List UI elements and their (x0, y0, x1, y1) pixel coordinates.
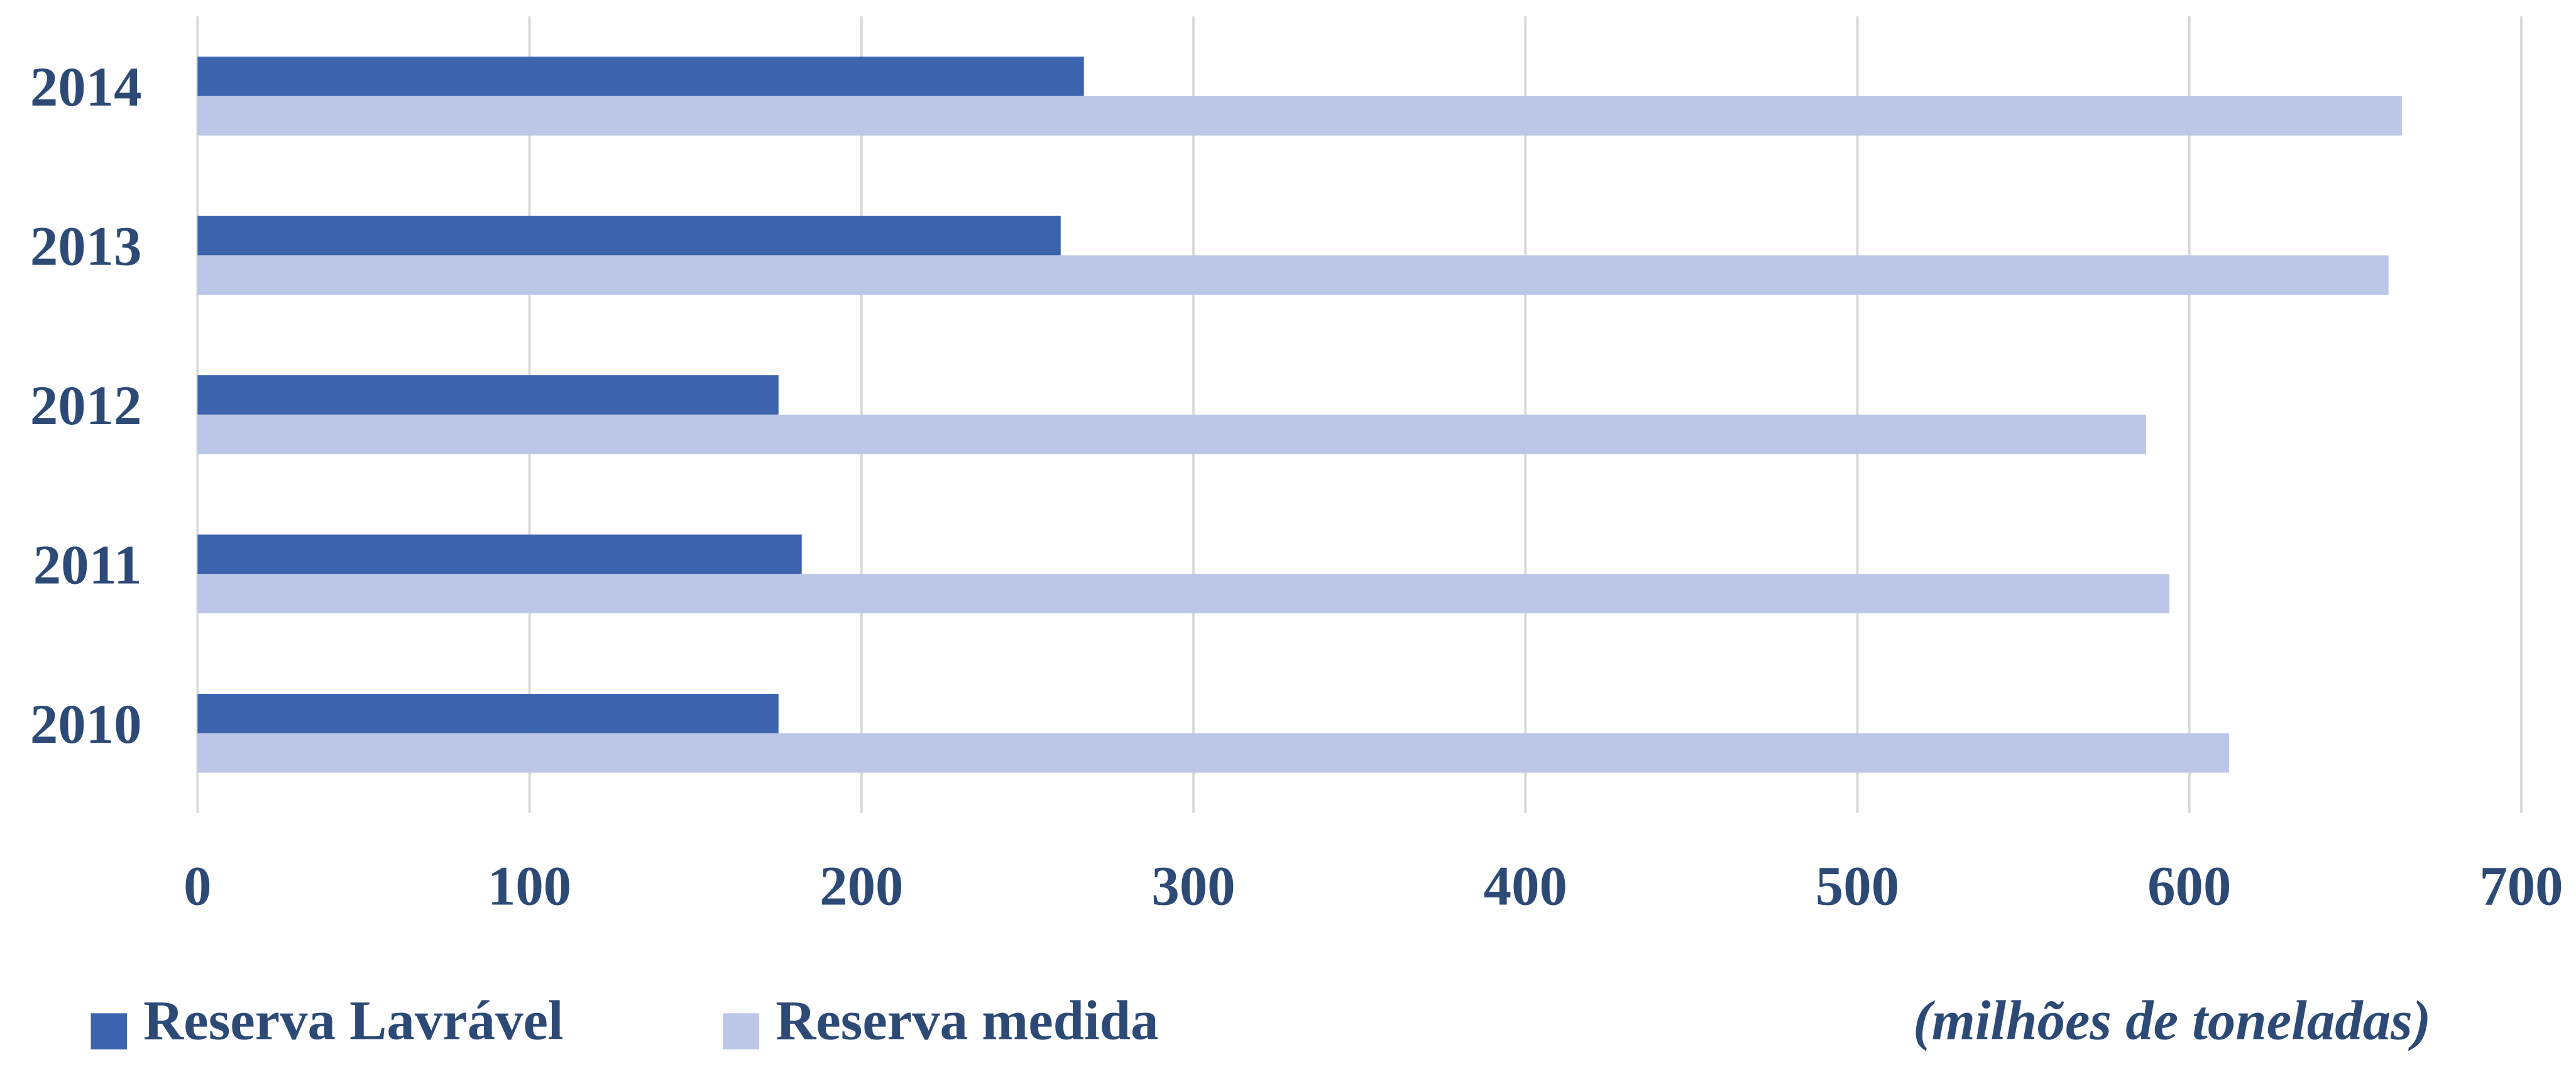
x-tick-label: 400 (1484, 855, 1567, 917)
unit-note: (milhões de toneladas) (1913, 990, 2431, 1052)
bar (197, 216, 1061, 256)
y-tick-label: 2014 (30, 57, 142, 118)
legend-swatch (723, 1013, 760, 1049)
y-tick-label: 2012 (30, 375, 142, 437)
bar (197, 57, 1084, 96)
legend-swatch (90, 1013, 128, 1049)
bar (197, 414, 2147, 454)
x-tick-label: 600 (2147, 855, 2231, 917)
bar (197, 574, 2170, 614)
x-tick-label: 200 (819, 855, 903, 917)
bar (197, 375, 779, 415)
x-tick-label: 300 (1151, 855, 1235, 917)
bar (197, 733, 2230, 773)
bar (197, 694, 779, 733)
y-tick-label: 2013 (30, 216, 142, 278)
y-tick-label: 2011 (33, 534, 142, 596)
bar (197, 255, 2389, 295)
legend-label: Reserva Lavrável (143, 990, 563, 1052)
x-tick-label: 100 (488, 855, 571, 917)
bar (197, 96, 2402, 136)
legend-label: Reserva medida (776, 990, 1158, 1052)
bar (197, 534, 802, 574)
x-tick-label: 500 (1816, 855, 1899, 917)
y-tick-label: 2010 (30, 694, 142, 755)
x-tick-label: 700 (2479, 855, 2563, 917)
x-tick-label: 0 (184, 855, 211, 917)
